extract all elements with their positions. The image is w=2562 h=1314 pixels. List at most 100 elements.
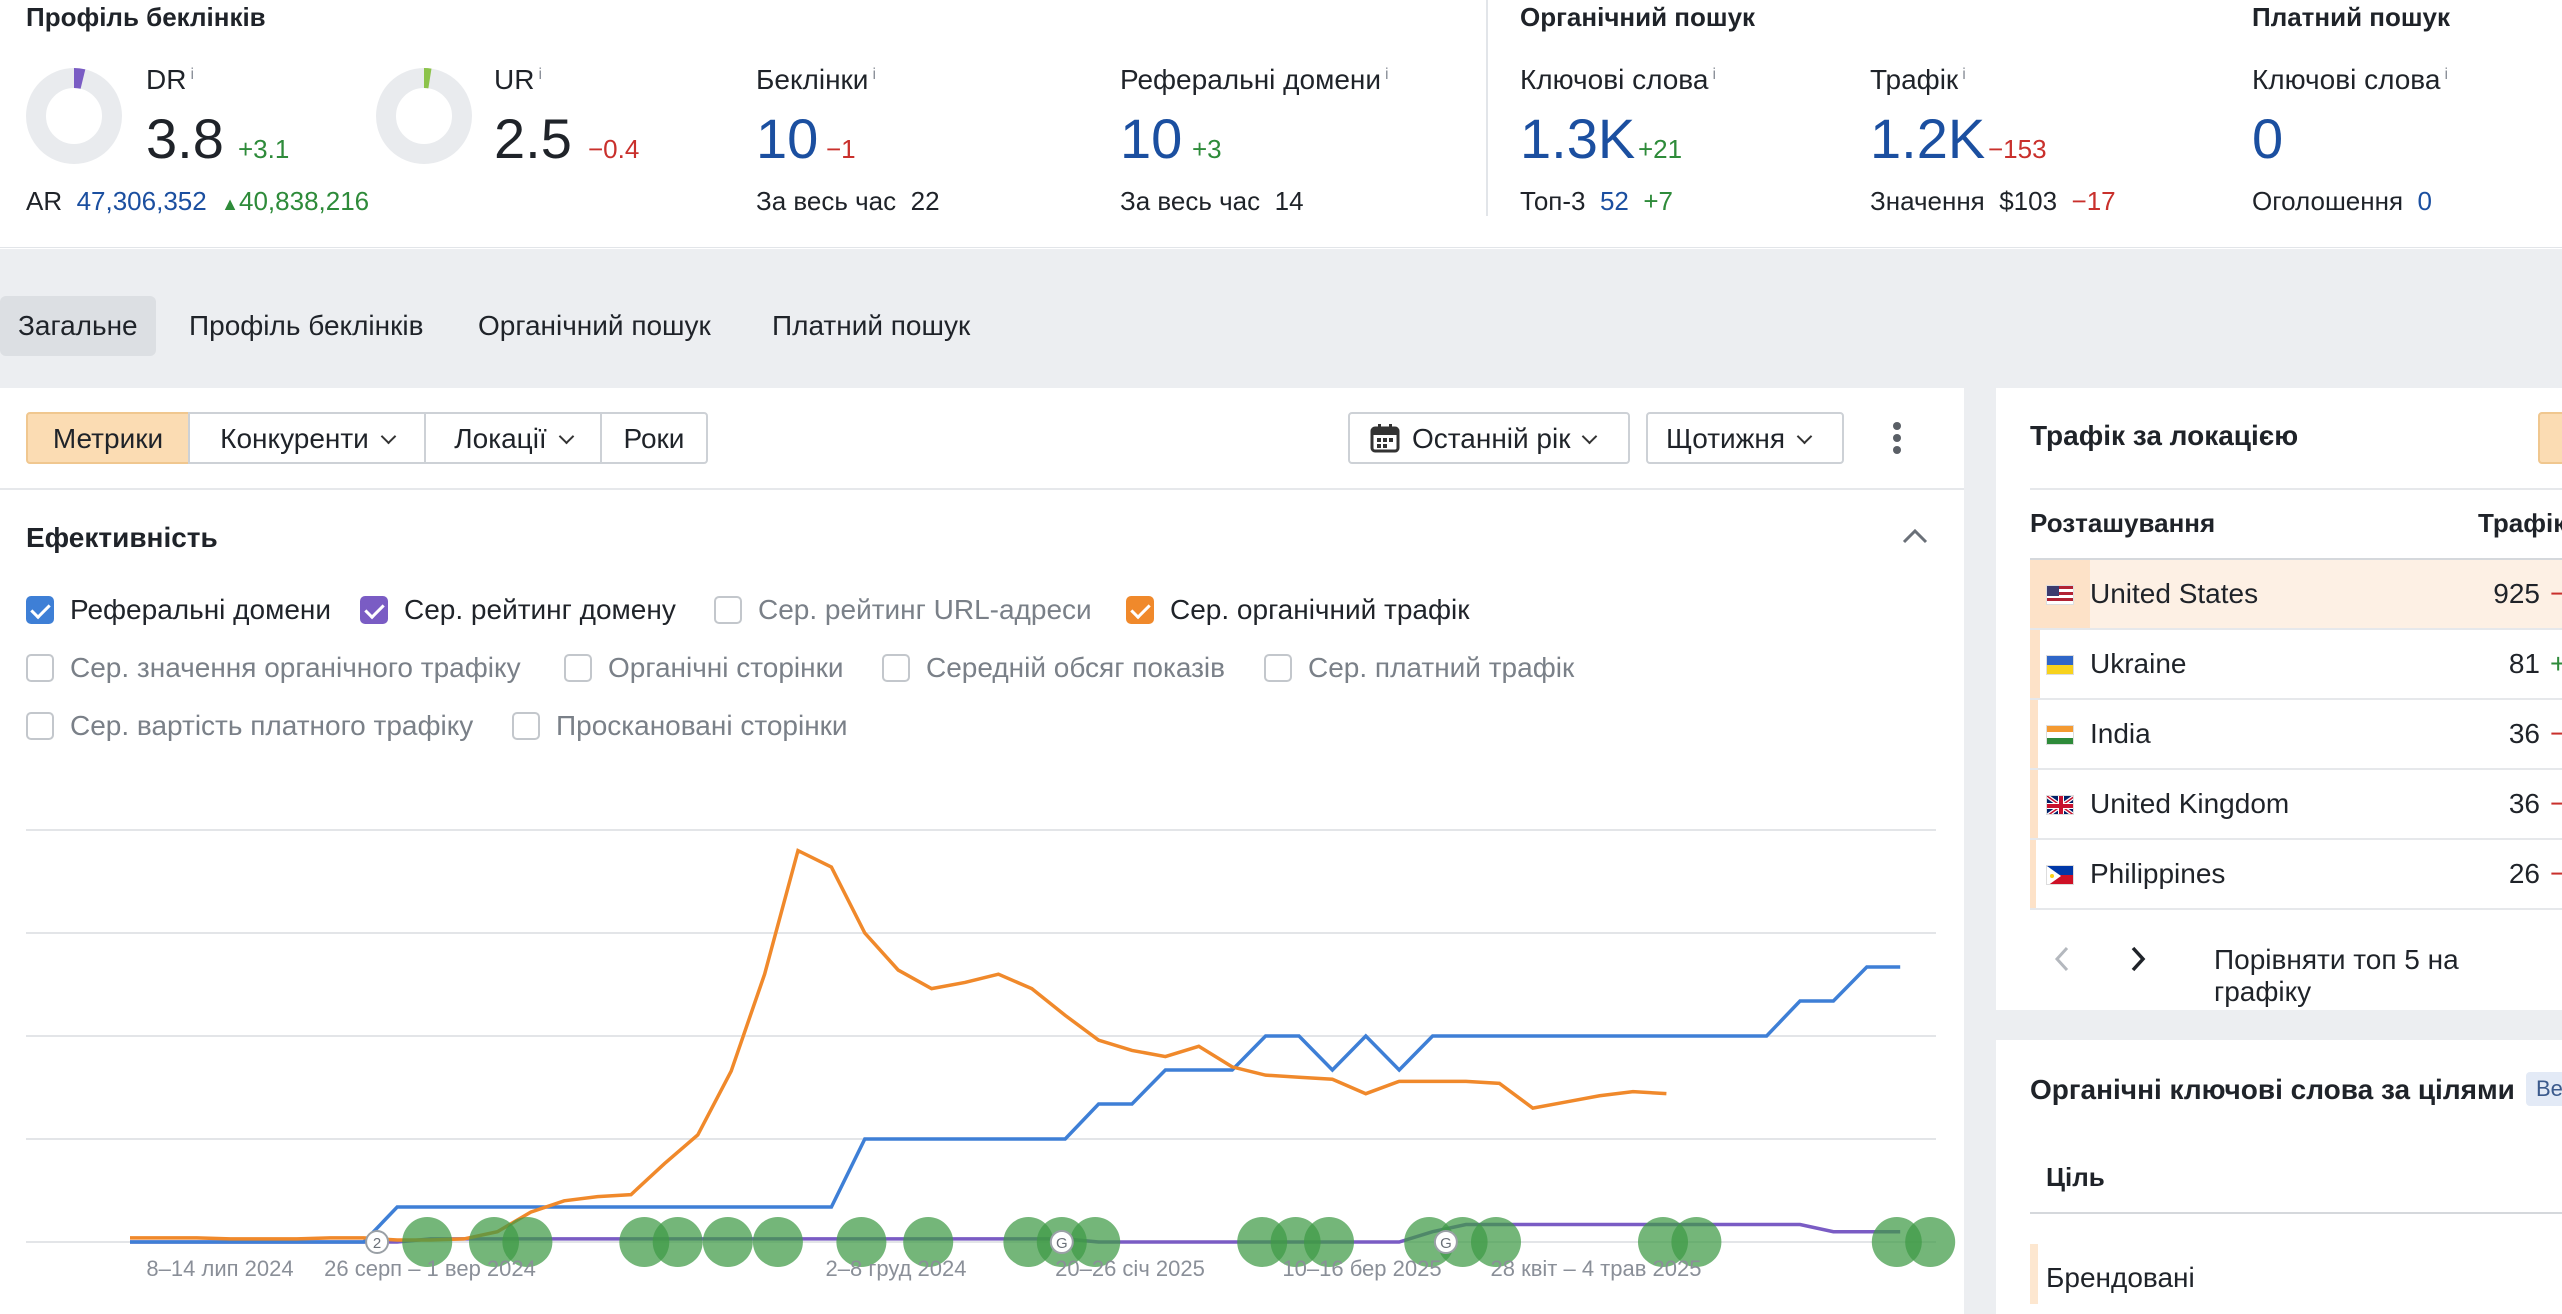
dr-label[interactable]: DR i bbox=[146, 64, 195, 95]
divider bbox=[2030, 558, 2562, 560]
x-tick-label: 2–8 груд 2024 bbox=[826, 1256, 967, 1281]
traffic-share-bar bbox=[2030, 700, 2038, 768]
event-marker[interactable] bbox=[1905, 1217, 1956, 1267]
performance-chart[interactable]: 2 G G 8–14 лип 2024 26 серп – 1 вер 2024 2–8 … bbox=[0, 800, 1964, 1314]
organic-traffic-label[interactable]: Трафік i bbox=[1870, 64, 1966, 95]
chevron-down-icon bbox=[558, 428, 574, 445]
checkbox-label: Сер. рейтинг домену bbox=[404, 594, 676, 625]
more-vertical-icon[interactable] bbox=[1884, 420, 1910, 456]
dr-donut-icon bbox=[26, 68, 122, 164]
annotation-marker[interactable] bbox=[365, 1230, 390, 1254]
location-delta: − bbox=[2550, 788, 2562, 819]
backlinks-value[interactable]: 10 bbox=[756, 107, 819, 170]
divider bbox=[2030, 1212, 2562, 1214]
checkbox-avg-organic-value[interactable] bbox=[26, 654, 54, 682]
chevron-down-icon bbox=[1796, 428, 1813, 445]
paid-keywords-label[interactable]: Ключові слова i bbox=[2252, 64, 2448, 95]
chevron-right-icon[interactable] bbox=[2128, 944, 2148, 974]
tab-overview[interactable]: Загальне bbox=[0, 296, 156, 356]
us-flag-icon bbox=[2046, 585, 2074, 605]
segment-locations[interactable]: Локації bbox=[424, 412, 602, 464]
top3-value[interactable]: 52 bbox=[1599, 186, 1629, 216]
intent-bar bbox=[2030, 1244, 2038, 1304]
series-line[interactable] bbox=[130, 848, 1667, 1242]
x-tick-label: 28 квіт – 4 трав 2025 bbox=[1491, 1256, 1702, 1281]
checkbox-avg-paid-traffic[interactable] bbox=[1264, 654, 1292, 682]
event-marker[interactable] bbox=[903, 1217, 954, 1267]
ads-value[interactable]: 0 bbox=[2417, 186, 2432, 216]
location-row[interactable]: United States 925− bbox=[2030, 560, 2562, 630]
annotation-label: G bbox=[1056, 1235, 1068, 1252]
backlinks-label[interactable]: Беклінки i bbox=[756, 64, 876, 95]
checkbox-avg-impressions[interactable] bbox=[882, 654, 910, 682]
event-marker[interactable] bbox=[836, 1217, 887, 1267]
tab-paid-search[interactable]: Платний пошук bbox=[772, 310, 971, 341]
checkbox-avg-paid-cost[interactable] bbox=[26, 712, 54, 740]
series-line[interactable] bbox=[130, 965, 1901, 1244]
checkbox-label: Середній обсяг показів bbox=[926, 652, 1226, 683]
intent-branded[interactable]: Брендовані bbox=[2046, 1262, 2195, 1293]
gb-flag-icon bbox=[2046, 795, 2074, 815]
location-traffic[interactable]: 36 bbox=[2508, 718, 2540, 749]
tab-backlink-profile[interactable]: Профіль беклінків bbox=[189, 310, 424, 341]
location-traffic[interactable]: 81 bbox=[2508, 648, 2540, 679]
chevron-down-icon bbox=[380, 428, 397, 445]
segment-metrics[interactable]: Метрики bbox=[26, 412, 190, 464]
chevron-up-icon[interactable] bbox=[1900, 526, 1930, 546]
organic-search-title: Органічний пошук bbox=[1520, 2, 1756, 32]
ref-domains-label[interactable]: Реферальні домени i bbox=[1120, 64, 1389, 95]
backlinks-delta: −1 bbox=[826, 134, 856, 164]
annotation-marker[interactable] bbox=[1433, 1230, 1458, 1254]
annotation-marker[interactable] bbox=[1049, 1230, 1074, 1254]
in-flag-icon bbox=[2046, 725, 2074, 745]
location-row[interactable]: Ukraine 81 + bbox=[2030, 630, 2562, 700]
chevron-left-icon[interactable] bbox=[2052, 944, 2072, 974]
location-row[interactable]: Philippines 26− bbox=[2030, 840, 2562, 910]
event-marker[interactable] bbox=[652, 1217, 703, 1267]
x-tick-label: 20–26 січ 2025 bbox=[1055, 1256, 1205, 1281]
location-traffic[interactable]: 925 bbox=[2493, 578, 2540, 609]
col-location[interactable]: Розташування bbox=[2030, 508, 2216, 538]
segment-competitors[interactable]: Конкуренти bbox=[188, 412, 426, 464]
location-traffic[interactable]: 26 bbox=[2508, 858, 2540, 889]
ur-label[interactable]: UR i bbox=[494, 64, 543, 95]
event-marker[interactable] bbox=[402, 1217, 453, 1267]
event-marker[interactable] bbox=[1304, 1217, 1354, 1267]
event-marker[interactable] bbox=[502, 1217, 553, 1267]
organic-keywords-value[interactable]: 1.3K bbox=[1520, 107, 1636, 170]
event-marker[interactable] bbox=[1471, 1217, 1521, 1267]
event-marker[interactable] bbox=[702, 1217, 753, 1267]
ur-value: 2.5 bbox=[494, 107, 572, 170]
event-marker[interactable] bbox=[1671, 1217, 1722, 1267]
checkbox-avg-organic-traffic[interactable] bbox=[1126, 596, 1154, 624]
interval-dropdown[interactable]: Щотижня bbox=[1646, 412, 1844, 464]
location-delta: − bbox=[2550, 858, 2562, 889]
checkbox-referring-domains[interactable] bbox=[26, 596, 54, 624]
segment-years[interactable]: Роки bbox=[600, 412, 708, 464]
col-intent[interactable]: Ціль bbox=[2046, 1162, 2105, 1192]
col-traffic[interactable]: Трафік bbox=[2478, 508, 2562, 538]
period-dropdown[interactable]: Останній рік bbox=[1348, 412, 1630, 464]
location-view-toggle[interactable] bbox=[2538, 412, 2562, 464]
checkbox-avg-domain-rating[interactable] bbox=[360, 596, 388, 624]
ref-domains-delta: +3 bbox=[1192, 134, 1222, 164]
checkbox-label: Проскановані сторінки bbox=[556, 710, 848, 741]
checkbox-organic-pages[interactable] bbox=[564, 654, 592, 682]
compare-top5-link[interactable]: Порівняти топ 5 на графіку bbox=[2214, 944, 2459, 1007]
organic-keywords-label[interactable]: Ключові слова i bbox=[1520, 64, 1716, 95]
checkbox-avg-url-rating[interactable] bbox=[714, 596, 742, 624]
location-row[interactable]: India 36− bbox=[2030, 700, 2562, 770]
paid-keywords-value[interactable]: 0 bbox=[2252, 107, 2284, 170]
location-traffic[interactable]: 36 bbox=[2508, 788, 2540, 819]
location-row[interactable]: United Kingdom 36− bbox=[2030, 770, 2562, 840]
ar-value[interactable]: 47,306,352 bbox=[76, 186, 207, 216]
event-marker[interactable] bbox=[1070, 1217, 1121, 1267]
event-marker[interactable] bbox=[752, 1217, 803, 1267]
checkbox-crawled-pages[interactable] bbox=[512, 712, 540, 740]
performance-panel bbox=[0, 388, 1964, 1314]
ref-domains-value[interactable]: 10 bbox=[1120, 107, 1183, 170]
location-delta: − bbox=[2550, 578, 2562, 609]
keywords-by-intent-title: Органічні ключові слова за цілями bbox=[2030, 1074, 2515, 1105]
organic-traffic-value[interactable]: 1.2K bbox=[1870, 107, 1986, 170]
tab-organic-search[interactable]: Органічний пошук bbox=[478, 310, 711, 341]
